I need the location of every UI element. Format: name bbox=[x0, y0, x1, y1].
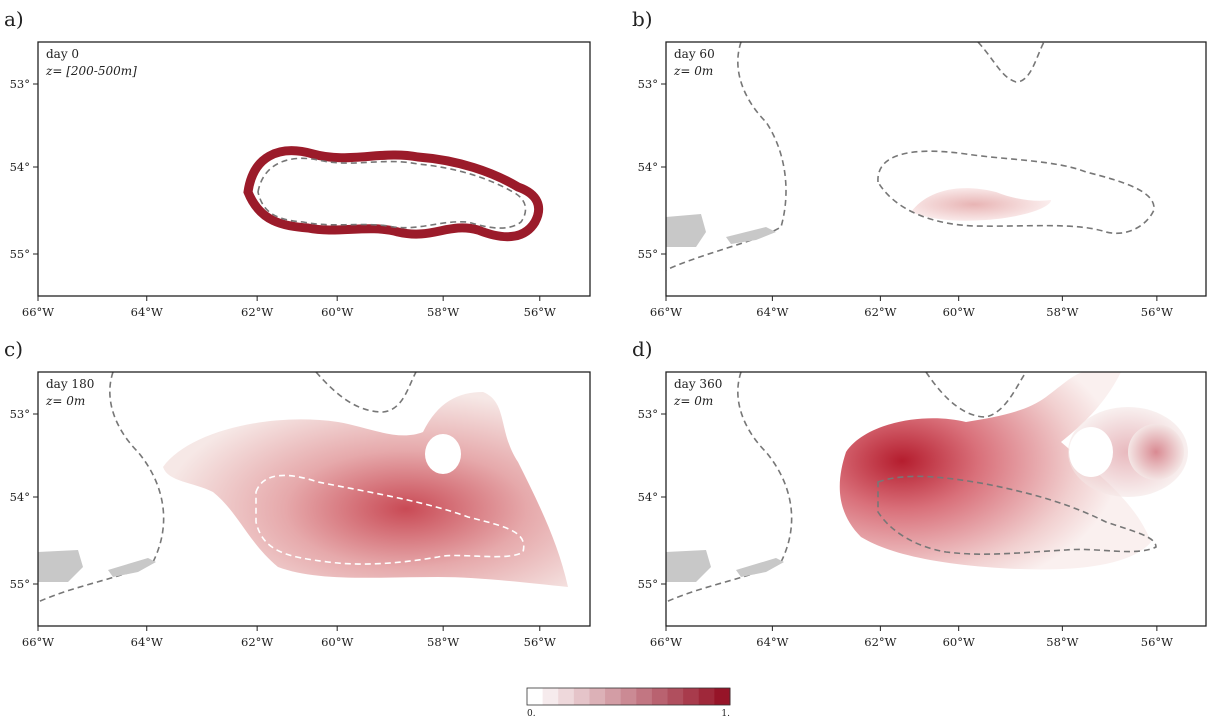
colorbar-max: 1. bbox=[721, 709, 730, 719]
x-tick-label: 64°W bbox=[756, 305, 788, 319]
x-tick-label: 60°W bbox=[943, 305, 975, 319]
colorbar-step bbox=[573, 688, 590, 705]
x-tick-label: 60°W bbox=[943, 635, 975, 649]
colorbar-step bbox=[714, 688, 731, 705]
x-tick-label: 66°W bbox=[650, 635, 682, 649]
panel-b-field bbox=[665, 41, 1155, 271]
y-tick-label: 55° bbox=[638, 247, 658, 261]
x-tick-label: 60°W bbox=[321, 635, 353, 649]
colorbar-step bbox=[620, 688, 637, 705]
x-tick-label: 58°W bbox=[1046, 635, 1078, 649]
colorbar-step bbox=[589, 688, 606, 705]
x-tick-label: 60°W bbox=[321, 305, 353, 319]
depth-label: z= 0m bbox=[673, 394, 713, 408]
panel-letter: c) bbox=[4, 337, 23, 361]
colorbar-step bbox=[605, 688, 622, 705]
x-tick-label: 58°W bbox=[1046, 305, 1078, 319]
colorbar-step bbox=[527, 688, 544, 705]
y-tick-label: 55° bbox=[10, 577, 30, 591]
panel-c-field bbox=[37, 371, 568, 603]
map-frame bbox=[37, 371, 591, 627]
colorbar-step bbox=[683, 688, 700, 705]
x-tick-label: 58°W bbox=[427, 635, 459, 649]
y-tick-label: 55° bbox=[638, 577, 658, 591]
x-tick-label: 64°W bbox=[131, 635, 163, 649]
colorbar-step bbox=[698, 688, 715, 705]
x-tick-label: 62°W bbox=[241, 635, 273, 649]
day-label: day 60 bbox=[674, 47, 715, 61]
x-tick-label: 62°W bbox=[864, 305, 896, 319]
x-tick-label: 66°W bbox=[650, 305, 682, 319]
x-tick-label: 64°W bbox=[131, 305, 163, 319]
x-tick-label: 66°W bbox=[22, 305, 54, 319]
colorbar-step bbox=[667, 688, 684, 705]
colorbar-step bbox=[636, 688, 653, 705]
panel-letter: b) bbox=[632, 7, 653, 31]
day-label: day 360 bbox=[674, 377, 722, 391]
y-tick-label: 55° bbox=[10, 247, 30, 261]
panel-letter: a) bbox=[4, 7, 24, 31]
colorbar-step bbox=[558, 688, 575, 705]
y-tick-label: 53° bbox=[638, 407, 658, 421]
panel-letter: d) bbox=[632, 337, 653, 361]
depth-label: z= 0m bbox=[45, 394, 85, 408]
y-tick-label: 54° bbox=[10, 160, 30, 174]
day-label: day 0 bbox=[46, 47, 79, 61]
x-tick-label: 58°W bbox=[427, 305, 459, 319]
map-frame bbox=[665, 371, 1207, 627]
x-tick-label: 66°W bbox=[22, 635, 54, 649]
colorbar-min: 0. bbox=[527, 709, 536, 719]
depth-label: z= 0m bbox=[673, 64, 713, 78]
map-frame bbox=[37, 41, 591, 297]
colorbar-step bbox=[651, 688, 669, 705]
x-tick-label: 62°W bbox=[864, 635, 896, 649]
y-tick-label: 53° bbox=[638, 77, 658, 91]
y-tick-label: 54° bbox=[10, 490, 30, 504]
panel-d-field bbox=[665, 371, 1188, 603]
x-tick-label: 62°W bbox=[241, 305, 273, 319]
x-tick-label: 56°W bbox=[1141, 635, 1173, 649]
y-tick-label: 53° bbox=[10, 407, 30, 421]
map-frame bbox=[665, 41, 1207, 297]
y-tick-label: 54° bbox=[638, 490, 658, 504]
depth-label: z= [200-500m] bbox=[45, 64, 137, 78]
x-tick-label: 56°W bbox=[524, 635, 556, 649]
panel-a-field bbox=[243, 146, 544, 242]
y-tick-label: 54° bbox=[638, 160, 658, 174]
x-tick-label: 64°W bbox=[756, 635, 788, 649]
y-tick-label: 53° bbox=[10, 77, 30, 91]
colorbar-step bbox=[542, 688, 559, 705]
colorbar-frame bbox=[526, 687, 731, 706]
day-label: day 180 bbox=[46, 377, 94, 391]
x-tick-label: 56°W bbox=[1141, 305, 1173, 319]
x-tick-label: 56°W bbox=[524, 305, 556, 319]
colorbar: 0. 1. bbox=[526, 687, 731, 719]
